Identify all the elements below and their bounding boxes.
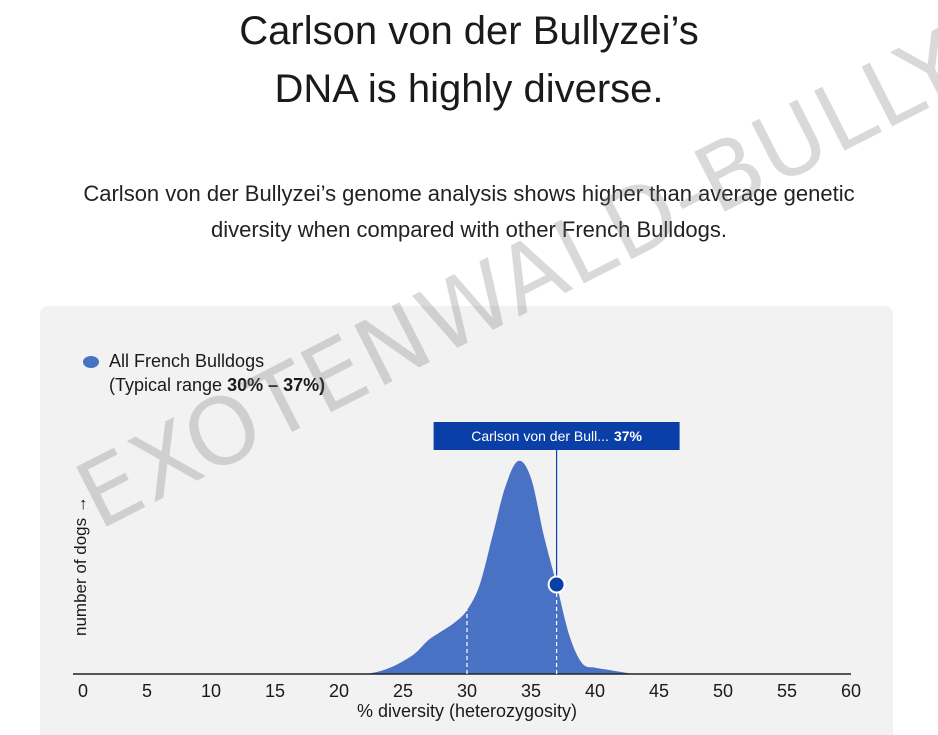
x-tick-label: 55 bbox=[777, 681, 797, 701]
x-axis-label: % diversity (heterozygosity) bbox=[357, 701, 577, 721]
legend-label: All French Bulldogs bbox=[109, 351, 264, 371]
headline-line-2: DNA is highly diverse. bbox=[274, 67, 664, 111]
highlight-marker[interactable] bbox=[547, 575, 566, 594]
tooltip-text: Carlson von der Bull... 37% bbox=[471, 428, 642, 444]
tooltip-box bbox=[433, 422, 680, 450]
x-tick-label: 50 bbox=[713, 681, 733, 701]
series-area-0 bbox=[364, 460, 634, 674]
x-tick-label: 20 bbox=[329, 681, 349, 701]
legend-range-value: 30% – 37%) bbox=[227, 375, 325, 395]
page-headline: Carlson von der Bullyzei’s DNA is highly… bbox=[0, 2, 938, 118]
x-tick-label: 15 bbox=[265, 681, 285, 701]
x-tick-label: 60 bbox=[841, 681, 861, 701]
x-tick-label: 40 bbox=[585, 681, 605, 701]
x-tick-label: 30 bbox=[457, 681, 477, 701]
tooltip-value: 37% bbox=[614, 428, 643, 444]
summary-text: Carlson von der Bullyzei’s genome analys… bbox=[83, 181, 855, 242]
highlight-tooltip[interactable]: Carlson von der Bull... 37% bbox=[433, 422, 680, 450]
legend-range-prefix: (Typical range bbox=[109, 375, 227, 395]
x-axis-ticks: 0 5 10 15 20 25 30 35 40 45 50 55 60 bbox=[78, 681, 861, 701]
headline-line-1: Carlson von der Bullyzei’s bbox=[239, 9, 699, 53]
tooltip-label: Carlson von der Bull... bbox=[471, 428, 609, 444]
x-tick-label: 25 bbox=[393, 681, 413, 701]
x-tick-label: 0 bbox=[78, 681, 88, 701]
chart-legend: All French Bulldogs (Typical range 30% –… bbox=[83, 351, 325, 395]
y-axis-label: number of dogs → bbox=[71, 496, 90, 636]
legend-swatch bbox=[83, 356, 99, 368]
legend-range: (Typical range 30% – 37%) bbox=[109, 375, 325, 395]
x-tick-label: 45 bbox=[649, 681, 669, 701]
x-tick-label: 10 bbox=[201, 681, 221, 701]
x-tick-label: 35 bbox=[521, 681, 541, 701]
plot-area bbox=[73, 450, 851, 675]
x-tick-label: 5 bbox=[142, 681, 152, 701]
